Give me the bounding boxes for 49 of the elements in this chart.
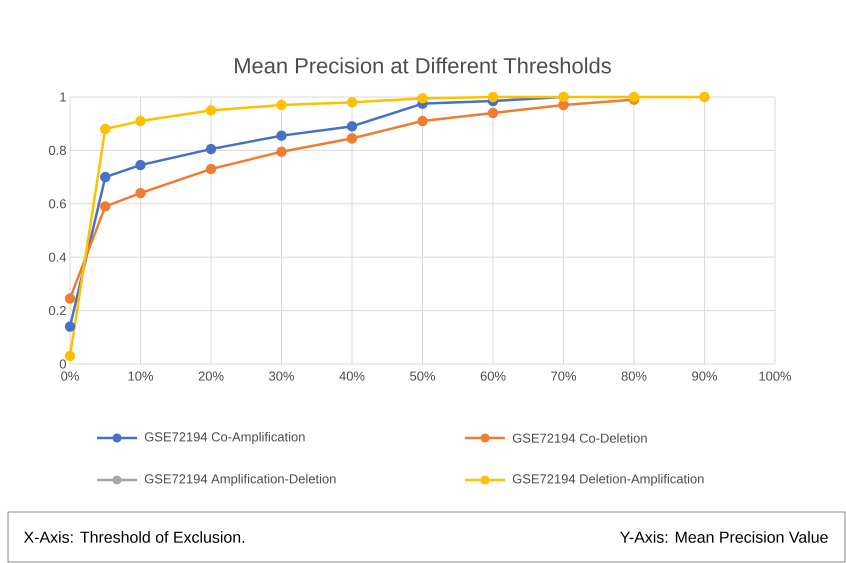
x-tick-label: 40% [339,372,365,381]
legend-label: GSE72194 Co-Amplification [144,432,305,444]
point [346,97,358,108]
point [417,93,428,104]
point [135,188,146,198]
x-tick-label: 50% [410,372,436,381]
point [276,100,287,110]
y-tick-label: 0.6 [48,199,66,208]
point [346,133,358,144]
point [488,108,498,118]
y-tick-label: 0 [60,359,66,369]
x-tick-label: 20% [198,372,224,381]
point [64,321,76,332]
y-tick-label: 0.2 [48,306,66,316]
x-tick-label: 100% [759,372,792,381]
point [100,124,110,134]
x-tick-label: 70% [551,372,576,381]
point [135,160,146,170]
y-tick-label: 0.8 [48,146,66,155]
point [206,105,216,116]
y-tick-label: 1 [60,92,66,102]
point [135,116,146,126]
point [64,293,76,304]
legend-label: GSE72194 Deletion-Amplification [512,474,704,486]
x-tick-label: 80% [622,372,647,381]
point [64,350,76,362]
point [206,144,216,154]
y-tick-label: 0.4 [48,252,66,262]
x-tick-label: 10% [128,372,154,381]
chart-title: Mean Precision at Different Thresholds [235,57,611,74]
point [100,172,110,182]
legend-label: GSE72194 Amplification-Deletion [144,474,336,486]
point [276,130,287,141]
point [558,100,569,110]
x-tick-label: 0% [61,372,79,381]
point [488,92,498,102]
text: Y-Axis: Mean Precision Value [620,531,828,543]
x-tick-label: 90% [692,372,718,381]
x-tick-label: 60% [480,372,506,381]
x-tick-label: 30% [269,372,294,381]
point [628,92,640,102]
text: X-Axis: Threshold of Exclusion. [24,531,244,543]
legend-label: GSE72194 Co-Deletion [512,433,647,443]
point [276,146,287,157]
point [346,121,358,132]
point [417,116,428,126]
point [100,201,110,212]
point [699,92,710,102]
point [206,164,216,174]
